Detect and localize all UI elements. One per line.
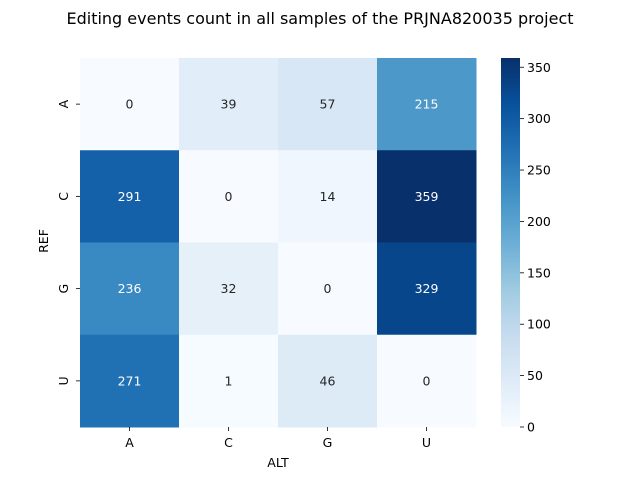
cell-value-label: 291 [118, 189, 142, 204]
heatmap-cell-A-A [80, 58, 180, 151]
cell-value-label: 1 [225, 373, 233, 388]
heatmap-cell-U-G [278, 334, 378, 428]
heatmap-cell-G-A [80, 242, 180, 336]
y-axis-label: REF [36, 229, 51, 253]
heatmap-cell-C-G [278, 150, 378, 243]
heatmap-cell-C-C [179, 150, 279, 243]
y-tick-label: U [56, 376, 71, 385]
cell-value-label: 0 [225, 189, 233, 204]
chart-title: Editing events count in all samples of t… [66, 9, 573, 28]
heatmap-cell-G-C [179, 242, 279, 336]
cell-value-label: 0 [423, 373, 431, 388]
cell-value-label: 57 [320, 97, 336, 112]
colorbar-tick-label: 350 [527, 60, 551, 75]
colorbar-tick-label: 200 [527, 214, 551, 229]
heatmap-cell-A-C [179, 58, 279, 151]
heatmap-cell-C-A [80, 150, 180, 243]
cell-value-label: 236 [118, 281, 142, 296]
y-tick-label: G [56, 284, 71, 294]
colorbar-tick-label: 0 [527, 420, 535, 435]
cell-value-label: 39 [221, 97, 237, 112]
cell-value-label: 271 [118, 373, 142, 388]
heatmap-cell-U-C [179, 334, 279, 428]
colorbar-tick-label: 50 [527, 368, 543, 383]
cell-value-label: 359 [415, 189, 439, 204]
heatmap-cell-G-U [377, 242, 477, 336]
heatmap-cell-C-U [377, 150, 477, 243]
x-tick-label: C [224, 435, 233, 450]
heatmap-cell-A-U [377, 58, 477, 151]
cell-value-label: 329 [415, 281, 439, 296]
colorbar-gradient [501, 58, 520, 427]
heatmap-cell-A-G [278, 58, 378, 151]
cell-value-label: 215 [415, 97, 439, 112]
x-tick-label: U [422, 435, 431, 450]
y-tick-label: A [56, 99, 71, 108]
x-axis-label: ALT [267, 455, 289, 470]
heatmap-cell-U-U [377, 334, 477, 428]
heatmap-cell-G-G [278, 242, 378, 336]
colorbar-tick-label: 150 [527, 265, 551, 280]
cell-value-label: 32 [221, 281, 237, 296]
cell-value-label: 0 [324, 281, 332, 296]
cell-value-label: 46 [320, 373, 336, 388]
colorbar-tick-label: 300 [527, 111, 551, 126]
y-tick-label: C [56, 192, 71, 201]
heatmap-cells: 0 39 57 215 291 0 14 359 236 32 0 329 271 1 46 0 [80, 58, 477, 428]
colorbar: 0 50 100 150 200 250 300 350 [501, 58, 551, 435]
colorbar-tick-label: 100 [527, 317, 551, 332]
x-tick-label: G [323, 435, 333, 450]
x-tick-label: A [125, 435, 134, 450]
heatmap-cell-U-A [80, 334, 180, 428]
y-axis: A C G U [56, 99, 80, 385]
cell-value-label: 14 [320, 189, 336, 204]
cell-value-label: 0 [126, 97, 134, 112]
colorbar-tick-label: 250 [527, 163, 551, 178]
